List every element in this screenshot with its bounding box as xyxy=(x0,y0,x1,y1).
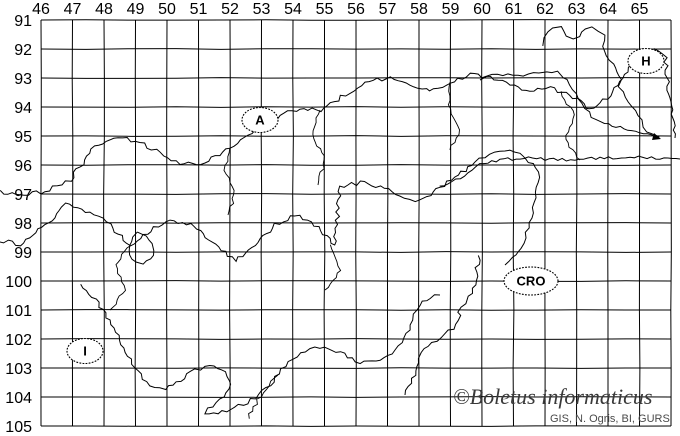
svg-text:51: 51 xyxy=(190,1,208,18)
svg-text:103: 103 xyxy=(5,361,32,378)
svg-text:47: 47 xyxy=(64,1,82,18)
svg-text:52: 52 xyxy=(221,1,239,18)
svg-text:97: 97 xyxy=(14,187,32,204)
svg-text:101: 101 xyxy=(5,303,32,320)
svg-text:99: 99 xyxy=(14,245,32,262)
svg-text:50: 50 xyxy=(158,1,176,18)
svg-text:93: 93 xyxy=(14,71,32,88)
svg-text:104: 104 xyxy=(5,390,32,407)
svg-text:57: 57 xyxy=(379,1,397,18)
svg-text:92: 92 xyxy=(14,42,32,59)
svg-text:53: 53 xyxy=(253,1,271,18)
svg-text:63: 63 xyxy=(568,1,586,18)
svg-text:54: 54 xyxy=(284,1,302,18)
svg-text:49: 49 xyxy=(127,1,145,18)
svg-text:56: 56 xyxy=(347,1,365,18)
svg-text:I: I xyxy=(83,344,87,359)
svg-text:©Boletus informaticus: ©Boletus informaticus xyxy=(453,384,652,409)
svg-text:105: 105 xyxy=(5,419,32,436)
svg-text:96: 96 xyxy=(14,158,32,175)
svg-text:58: 58 xyxy=(410,1,428,18)
svg-text:95: 95 xyxy=(14,129,32,146)
svg-text:102: 102 xyxy=(5,332,32,349)
svg-text:H: H xyxy=(641,54,650,69)
svg-text:GIS, N. Ogris, BI, GURS: GIS, N. Ogris, BI, GURS xyxy=(550,413,670,425)
svg-text:65: 65 xyxy=(631,1,649,18)
svg-text:62: 62 xyxy=(536,1,554,18)
svg-text:48: 48 xyxy=(95,1,113,18)
svg-text:46: 46 xyxy=(32,1,50,18)
svg-text:55: 55 xyxy=(316,1,334,18)
svg-text:100: 100 xyxy=(5,274,32,291)
svg-text:98: 98 xyxy=(14,216,32,233)
svg-text:64: 64 xyxy=(599,1,617,18)
svg-text:59: 59 xyxy=(442,1,460,18)
svg-text:A: A xyxy=(255,113,265,128)
svg-text:61: 61 xyxy=(505,1,523,18)
svg-text:94: 94 xyxy=(14,100,32,117)
svg-text:91: 91 xyxy=(14,13,32,30)
svg-text:CRO: CRO xyxy=(517,274,546,289)
svg-text:60: 60 xyxy=(473,1,491,18)
